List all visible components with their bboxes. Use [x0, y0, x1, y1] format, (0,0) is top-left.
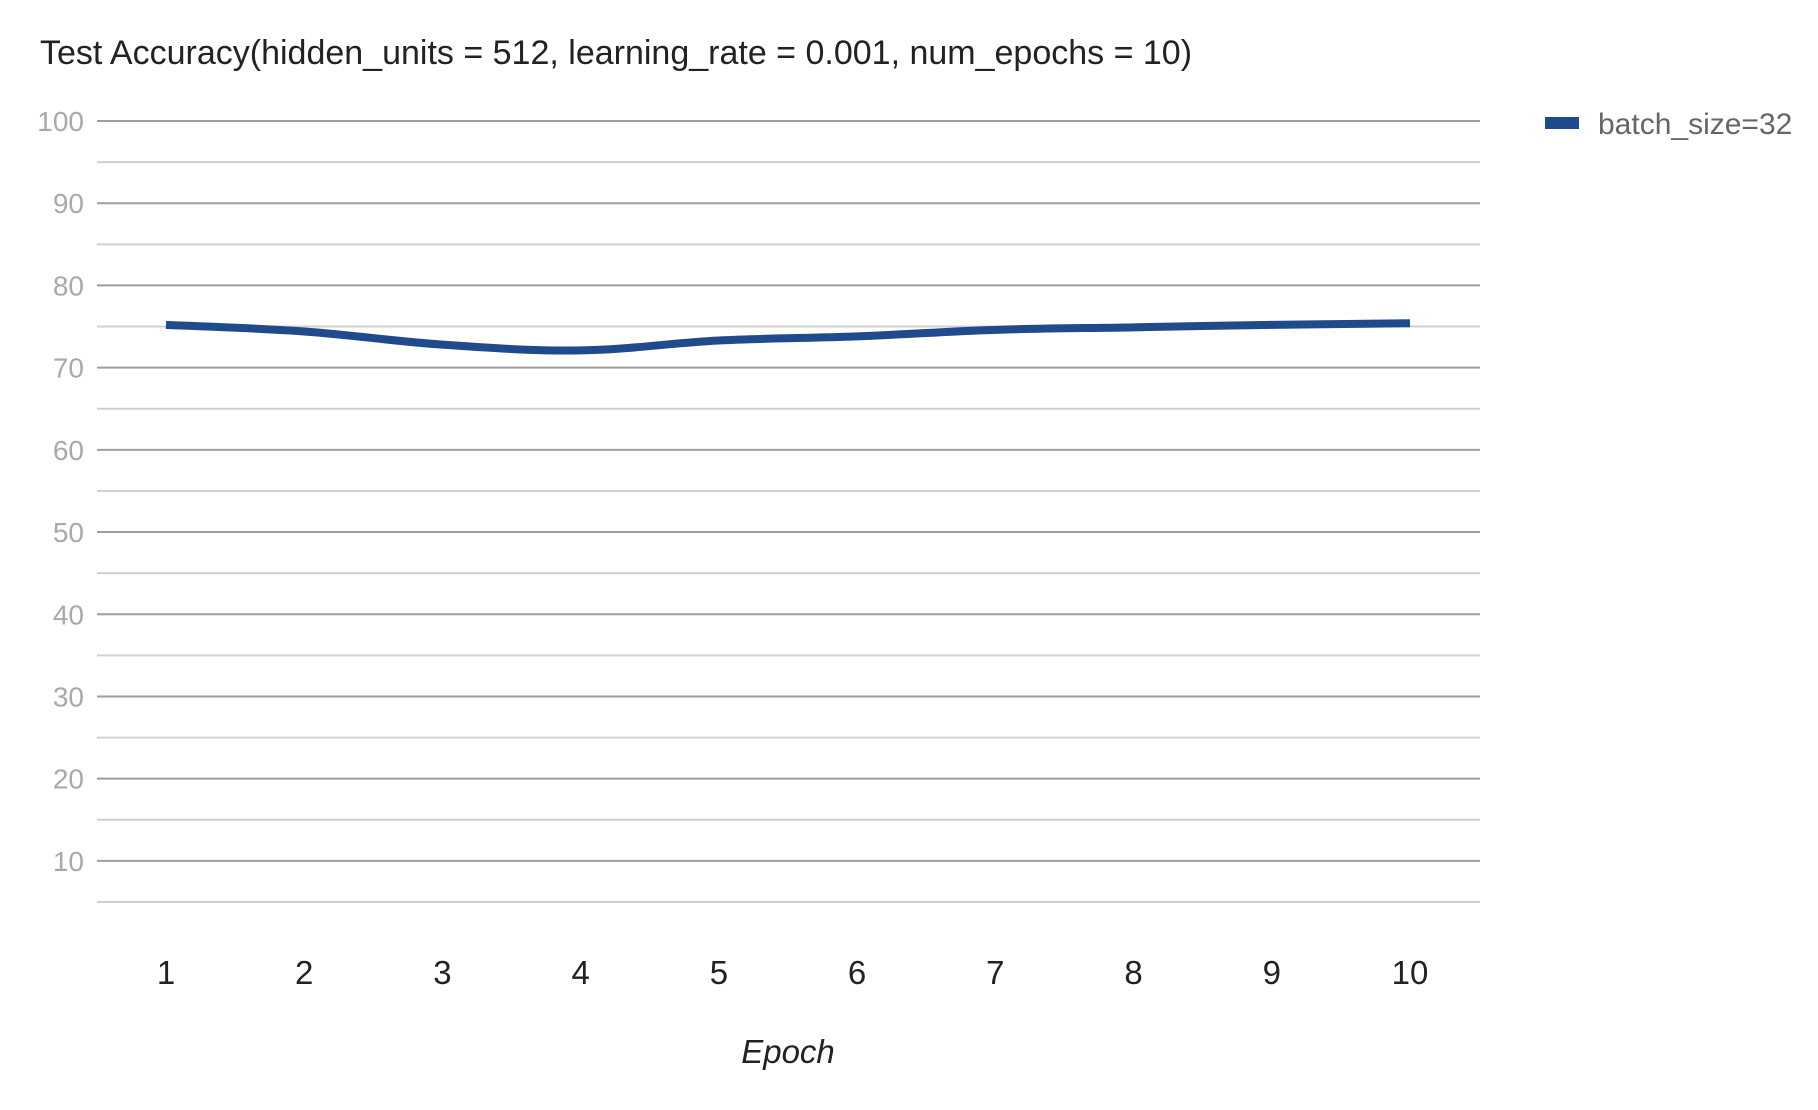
y-axis-ticks: 10 20 30 40 50 60 70 80 90 100	[37, 106, 84, 877]
y-tick-label: 60	[53, 435, 84, 466]
chart-title: Test Accuracy(hidden_units = 512, learni…	[40, 34, 1192, 72]
x-tick-label: 10	[1392, 954, 1429, 991]
y-tick-label: 70	[53, 353, 84, 384]
series-lines	[165, 319, 1411, 355]
x-tick-label: 2	[295, 954, 313, 991]
x-tick-label: 7	[986, 954, 1004, 991]
legend-label: batch_size=32	[1598, 108, 1792, 141]
x-tick-label: 1	[157, 954, 175, 991]
legend: batch_size=32	[1545, 108, 1792, 141]
y-tick-label: 40	[53, 599, 84, 630]
y-tick-label: 10	[53, 846, 84, 877]
y-tick-label: 100	[37, 106, 84, 137]
x-tick-label: 5	[710, 954, 728, 991]
y-tick-label: 80	[53, 270, 84, 301]
x-axis-label: Epoch	[741, 1033, 835, 1070]
series-line	[165, 319, 1411, 355]
x-tick-label: 6	[848, 954, 866, 991]
x-tick-label: 9	[1263, 954, 1281, 991]
y-tick-label: 90	[53, 188, 84, 219]
y-tick-label: 20	[53, 764, 84, 795]
legend-swatch	[1545, 117, 1579, 129]
x-tick-label: 4	[571, 954, 589, 991]
y-tick-label: 50	[53, 517, 84, 548]
y-tick-label: 30	[53, 681, 84, 712]
x-axis-ticks: 1 2 3 4 5 6 7 8 9 10	[157, 954, 1429, 991]
gridlines	[97, 120, 1480, 903]
x-tick-label: 8	[1124, 954, 1142, 991]
x-tick-label: 3	[433, 954, 451, 991]
